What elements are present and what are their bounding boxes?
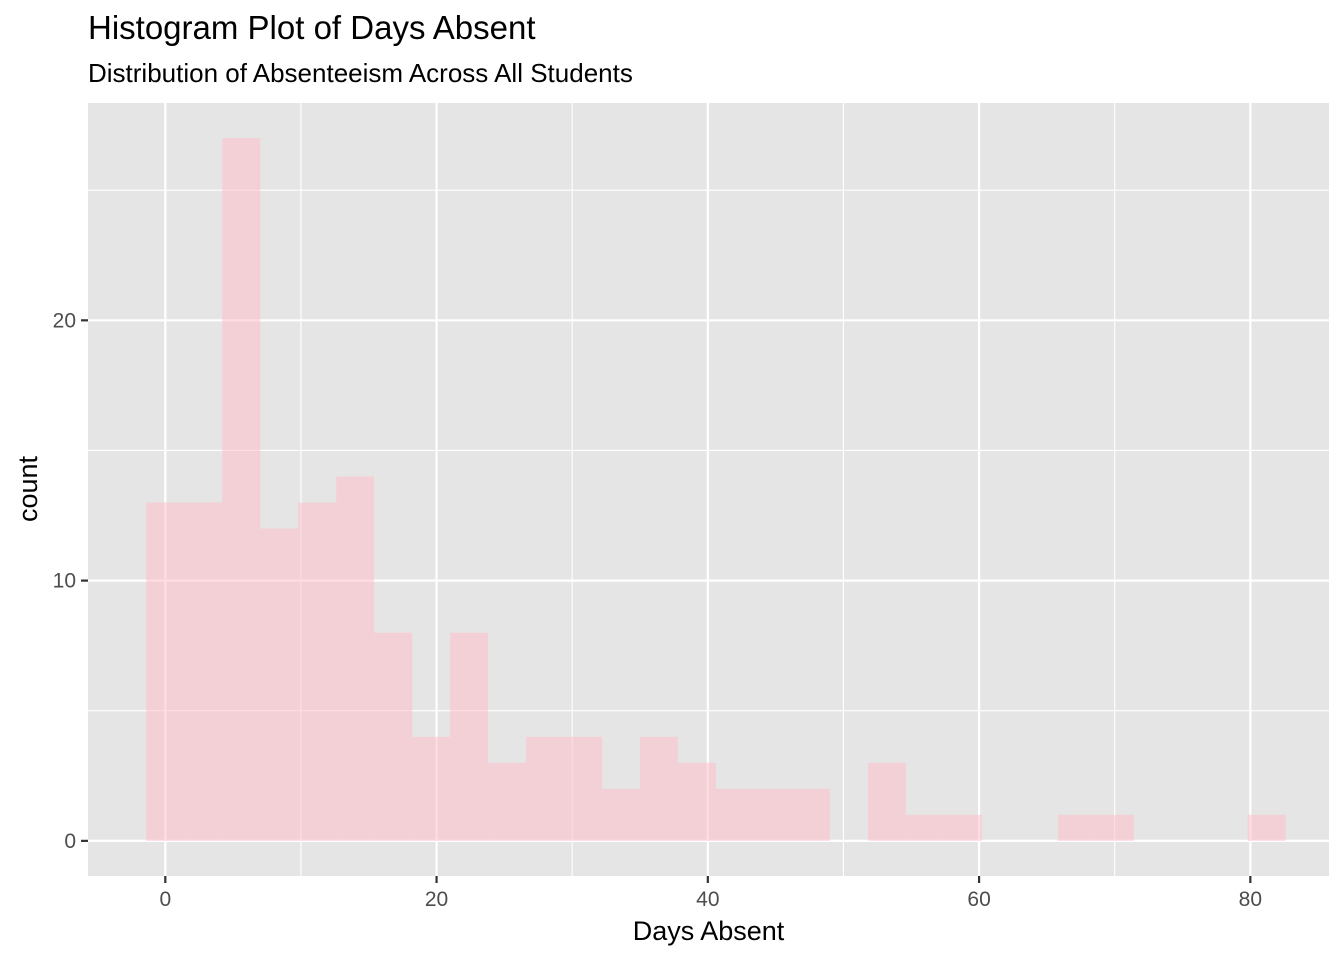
y-tick-label: 0	[64, 830, 76, 853]
histogram-bar	[564, 736, 603, 841]
histogram-bar	[905, 814, 944, 841]
histogram-bar	[602, 788, 641, 841]
histogram-bar	[715, 788, 754, 841]
histogram-bar	[640, 736, 678, 841]
histogram-bar	[374, 632, 413, 841]
histogram-bar	[260, 528, 299, 841]
histogram-bar	[753, 788, 792, 841]
y-tick-label: 20	[53, 309, 76, 332]
histogram-bar	[146, 502, 185, 841]
histogram-bar	[450, 632, 489, 841]
histogram-bar	[526, 736, 565, 841]
histogram-bar	[488, 762, 527, 841]
x-tick-label: 20	[425, 888, 448, 911]
histogram-bars	[146, 138, 1286, 841]
x-tick-label: 60	[967, 888, 990, 911]
x-tick-label: 40	[696, 888, 719, 911]
histogram-bar	[677, 762, 716, 841]
y-tick-label: 10	[53, 570, 76, 593]
histogram-bar	[791, 788, 830, 841]
histogram-bar	[1247, 814, 1286, 841]
histogram-bar	[1057, 814, 1096, 841]
histogram-bar	[867, 762, 906, 841]
histogram-bar	[1095, 814, 1134, 841]
y-axis: 0 10 20	[53, 309, 88, 853]
x-tick-label: 0	[159, 888, 171, 911]
histogram-bar	[336, 476, 375, 841]
chart-subtitle: Distribution of Absenteeism Across All S…	[88, 58, 633, 88]
x-axis-title: Days Absent	[633, 916, 785, 946]
histogram-bar	[943, 814, 982, 841]
histogram-bar	[298, 502, 337, 841]
x-tick-label: 80	[1239, 888, 1262, 911]
histogram-bar	[222, 138, 261, 841]
histogram-bar	[412, 736, 451, 841]
y-axis-title: count	[13, 455, 43, 522]
x-axis: 0 20 40 60 80	[159, 876, 1262, 911]
chart-title: Histogram Plot of Days Absent	[88, 9, 536, 46]
histogram-bar	[184, 502, 223, 841]
